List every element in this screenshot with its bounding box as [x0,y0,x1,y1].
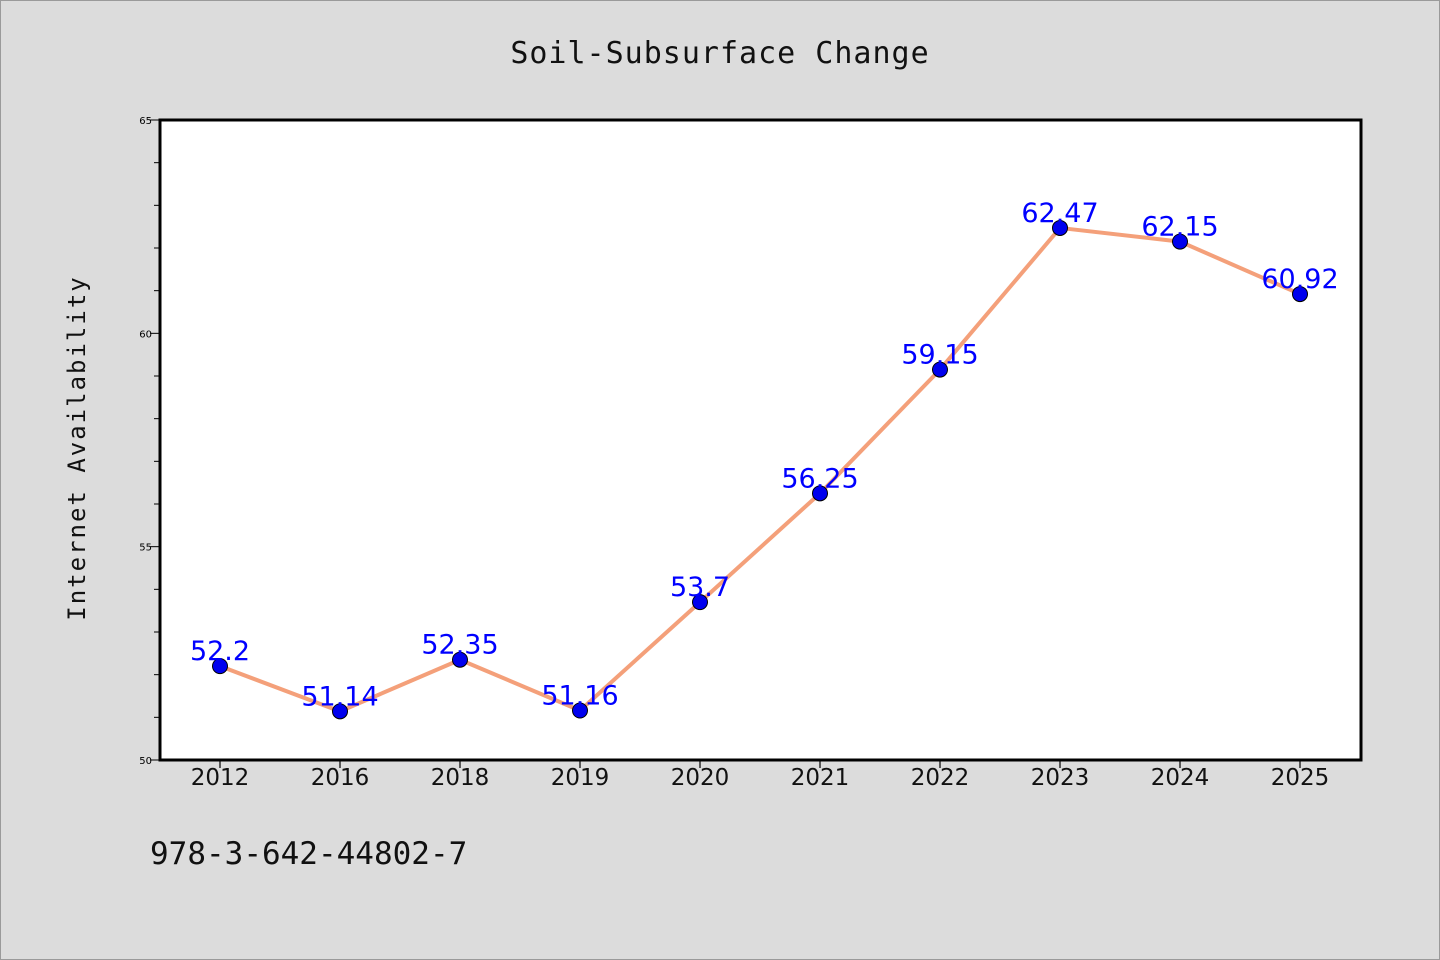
data-point [212,658,228,675]
y-tick-label: 65 [139,116,152,127]
x-axis-ticks: 2012 2016 2018 2019 2020 2021 2022 2023 2024 2025 [191,760,1330,791]
x-tick-label: 2019 [551,765,610,791]
y-axis-label: Internet Availability [63,275,91,620]
data-point [1052,219,1068,236]
data-label: 51.16 [541,681,618,712]
data-label: 60.92 [1261,264,1338,295]
data-label: 51.14 [301,681,378,712]
data-label: 52.35 [421,630,498,661]
data-label: 62.47 [1021,198,1098,229]
data-point [332,703,348,720]
plot-area [160,120,1361,760]
x-tick-label: 2020 [671,765,730,791]
x-tick-label: 2018 [431,765,490,791]
chart-title: Soil-Subsurface Change [510,36,929,71]
y-axis-ticks: 50 55 60 65 [139,116,160,767]
y-tick-label: 60 [139,329,152,340]
y-tick-label: 55 [139,543,152,554]
plot-border [158,118,1363,762]
isbn-text: 978-3-642-44802-7 [150,836,467,872]
data-series: 52.2 51.14 52.35 51.16 53.7 56.25 59.15 62.47 62… [190,198,1339,720]
x-tick-label: 2021 [791,765,850,791]
x-tick-label: 2023 [1031,765,1090,791]
y-tick-label: 50 [139,756,152,767]
data-label: 52.2 [190,636,250,667]
x-tick-label: 2022 [911,765,970,791]
x-tick-label: 2016 [311,765,370,791]
x-tick-label: 2025 [1271,765,1330,791]
data-label: 53.7 [670,572,730,603]
data-point [452,651,468,668]
data-point [1292,286,1308,303]
data-point [1172,233,1188,250]
data-point [932,361,948,378]
data-point [692,594,708,611]
x-tick-label: 2024 [1151,765,1210,791]
x-tick-label: 2012 [191,765,250,791]
data-label: 56.25 [781,463,858,494]
data-label: 59.15 [901,340,978,371]
data-point [812,485,828,502]
series-line [219,225,1301,714]
data-label: 62.15 [1141,212,1218,243]
data-point [572,702,588,719]
